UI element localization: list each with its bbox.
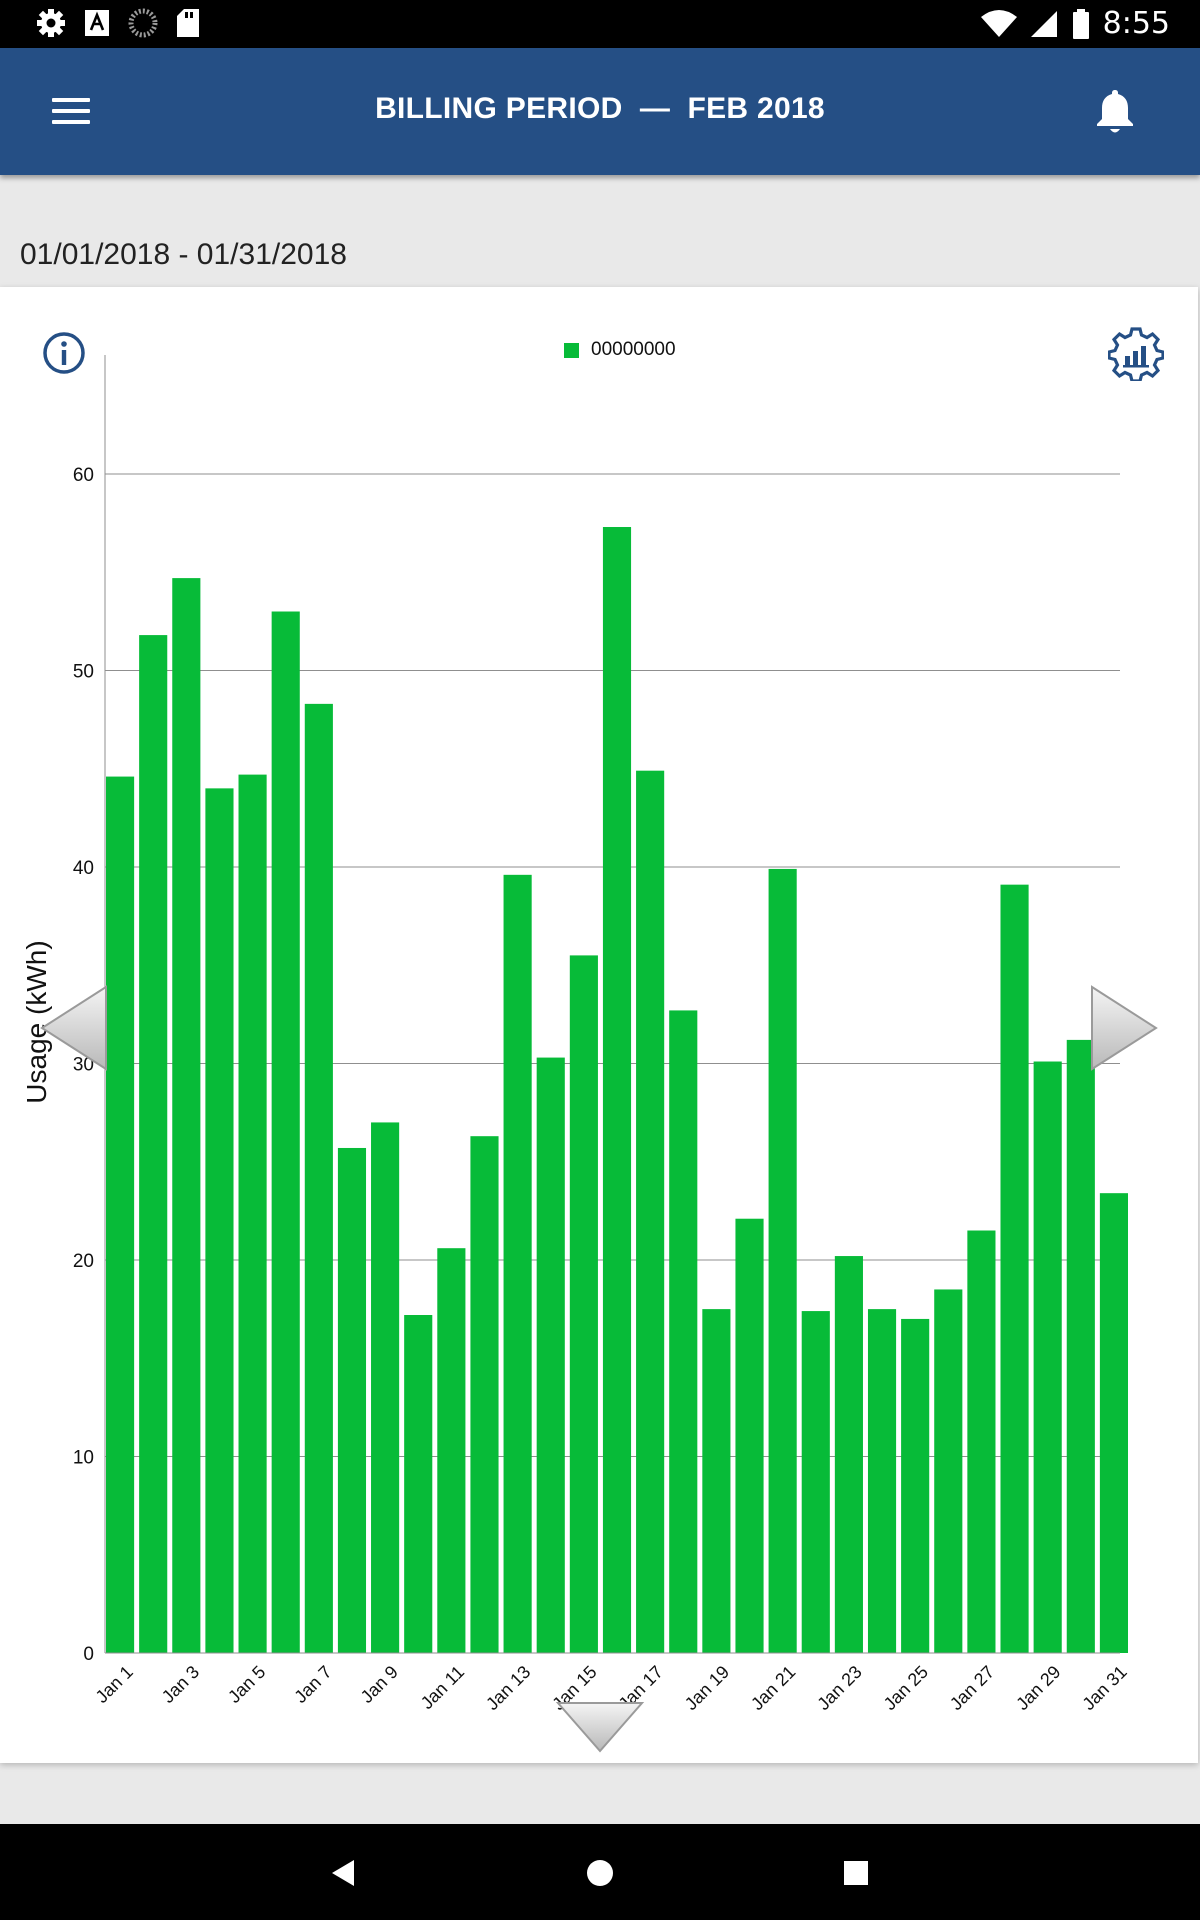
home-icon[interactable]	[586, 1859, 614, 1887]
bar-jan-30	[1066, 1039, 1095, 1653]
wifi-icon	[980, 9, 1017, 37]
bar-jan-19	[702, 1309, 731, 1653]
bar-jan-7	[304, 703, 333, 1653]
x-tick-label: Jan 19	[681, 1662, 733, 1714]
page-title: BILLING PERIOD — FEB 2018	[375, 92, 825, 125]
chart-legend: 00000000	[564, 339, 676, 361]
bar-jan-1	[106, 776, 135, 1653]
usage-chart-card: 00000000 0 10 20 30 40 50 60 Jan 1 Jan 3 Jan 5 Jan…	[0, 287, 1198, 1763]
x-tick-label: Jan 5	[224, 1662, 269, 1707]
x-tick-label: Jan 29	[1012, 1662, 1064, 1714]
bar-jan-23	[834, 1256, 863, 1653]
x-tick-label: Jan 7	[290, 1662, 335, 1707]
bar-jan-6	[271, 611, 300, 1653]
recents-icon[interactable]	[844, 1861, 868, 1885]
bar-jan-5	[238, 774, 267, 1653]
x-tick-label: Jan 11	[417, 1662, 468, 1713]
y-axis-title: Usage (kWh)	[21, 940, 52, 1103]
bar-jan-14	[536, 1057, 565, 1653]
bar-jan-2	[139, 635, 168, 1653]
bar-jan-15	[569, 955, 598, 1653]
font-download-icon	[85, 10, 109, 36]
bar-jan-4	[205, 788, 234, 1653]
y-tick-label: 40	[73, 858, 94, 879]
bar-jan-21	[768, 868, 797, 1653]
bar-jan-29	[1033, 1061, 1062, 1653]
previous-period-arrow[interactable]	[38, 983, 110, 1073]
status-bar: 8:55	[0, 0, 1200, 48]
system-nav-bar	[0, 1824, 1200, 1920]
bar-jan-31	[1099, 1193, 1128, 1653]
y-tick-label: 60	[73, 465, 94, 486]
app-bar: BILLING PERIOD — FEB 2018	[0, 48, 1200, 175]
bar-jan-25	[901, 1318, 930, 1653]
bar-jan-20	[735, 1218, 764, 1653]
bar-jan-11	[437, 1248, 466, 1653]
y-tick-label: 30	[73, 1054, 94, 1075]
bar-jan-13	[503, 874, 532, 1653]
battery-icon	[1072, 8, 1089, 39]
sync-icon	[128, 8, 158, 38]
menu-icon[interactable]	[48, 88, 96, 136]
x-tick-label: Jan 9	[357, 1662, 402, 1707]
legend-swatch	[564, 342, 579, 358]
x-tick-label: Jan 21	[747, 1662, 799, 1714]
x-tick-label: Jan 3	[158, 1662, 203, 1707]
bar-jan-28	[1000, 884, 1029, 1653]
back-icon[interactable]	[330, 1858, 358, 1888]
settings-icon	[37, 9, 65, 37]
info-icon[interactable]	[42, 331, 86, 375]
y-tick-label: 20	[73, 1251, 94, 1272]
bar-jan-18	[669, 1010, 698, 1653]
x-tick-label: Jan 23	[813, 1662, 865, 1714]
x-tick-label: Jan 27	[946, 1662, 998, 1714]
bar-jan-24	[867, 1309, 897, 1653]
y-tick-label: 10	[73, 1447, 94, 1468]
bar-jan-17	[636, 770, 665, 1653]
bar-jan-10	[404, 1315, 433, 1653]
bar-jan-27	[967, 1230, 996, 1653]
scroll-down-arrow[interactable]	[554, 1699, 646, 1755]
x-tick-label: Jan 13	[482, 1662, 534, 1714]
bar-jan-26	[934, 1289, 963, 1653]
date-range: 01/01/2018 - 01/31/2018	[20, 238, 347, 271]
status-right-icons: 8:55	[980, 6, 1170, 41]
bar-jan-22	[801, 1311, 830, 1653]
x-tick-label: Jan 1	[92, 1662, 137, 1707]
usage-bar-chart: 0 10 20 30 40 50 60 Jan 1 Jan 3 Jan 5 Jan 7 Jan 9 Ja…	[21, 355, 1131, 1714]
bell-icon[interactable]	[1092, 86, 1138, 136]
legend-label: 00000000	[591, 339, 676, 360]
status-time: 8:55	[1102, 6, 1170, 41]
next-period-arrow[interactable]	[1088, 983, 1160, 1073]
x-tick-label: Jan 31	[1078, 1662, 1130, 1714]
sd-card-icon	[177, 9, 199, 37]
bar-jan-16	[602, 527, 632, 1653]
cell-signal-icon	[1030, 10, 1057, 37]
x-tick-label: Jan 25	[880, 1662, 932, 1714]
bar-jan-3	[172, 578, 201, 1653]
bar-jan-8	[337, 1147, 367, 1653]
chart-settings-icon[interactable]	[1108, 325, 1164, 381]
bar-jan-9	[371, 1122, 400, 1653]
status-left-icons	[36, 8, 200, 38]
bar-jan-12	[470, 1136, 499, 1653]
y-tick-label: 50	[73, 661, 94, 682]
y-tick-label: 0	[83, 1644, 94, 1665]
